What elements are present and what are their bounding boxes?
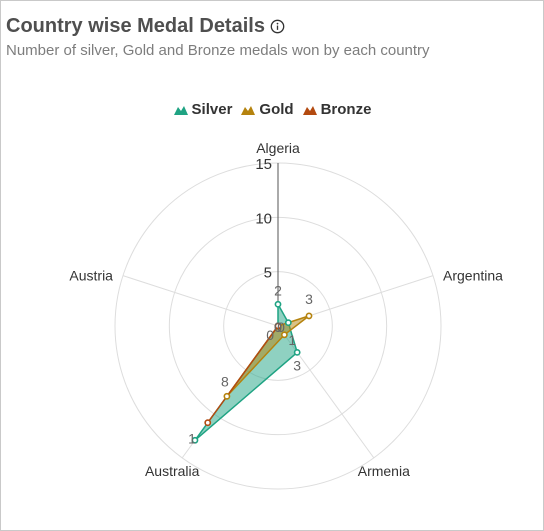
chart-header: Country wise Medal Details [6, 15, 285, 38]
category-label-algeria: Algeria [256, 140, 300, 156]
legend-label-gold: Gold [259, 101, 294, 118]
chart-title: Country wise Medal Details [6, 15, 265, 37]
r-tick-label-10: 10 [255, 210, 272, 227]
data-label-gold-armenia: 1 [288, 332, 296, 348]
marker-silver-argentina [284, 319, 292, 327]
legend-item-gold[interactable]: Gold [240, 101, 294, 118]
legend-item-silver[interactable]: Silver [173, 101, 233, 118]
marker-bronze-austria [274, 322, 282, 330]
marker-silver-armenia [293, 348, 301, 356]
chart-subtitle: Number of silver, Gold and Bronze medals… [6, 42, 430, 59]
category-label-argentina: Argentina [443, 268, 503, 284]
spoke-austria [122, 275, 279, 327]
category-label-armenia: Armenia [358, 463, 410, 479]
data-label-silver-algeria: 2 [274, 282, 282, 298]
marker-silver-algeria [274, 300, 282, 308]
r-tick-label-5: 5 [264, 265, 272, 282]
data-label-gold-algeria: 0 [274, 319, 282, 335]
data-label-silver-australia: 1 [188, 430, 196, 446]
data-label-bronze-austria: 0 [277, 319, 285, 335]
chart-legend: Silver Gold Bronze [1, 101, 543, 118]
category-label-australia: Australia [145, 463, 200, 479]
marker-silver-australia [191, 436, 199, 444]
marker-gold-argentina [305, 312, 313, 320]
data-label-silver-armenia: 3 [293, 357, 301, 373]
legend-marker-bronze [302, 105, 317, 115]
legend-marker-silver [173, 105, 188, 115]
legend-label-bronze: Bronze [320, 101, 372, 118]
legend-item-bronze[interactable]: Bronze [302, 101, 372, 118]
r-tick-label-15: 15 [255, 156, 272, 173]
data-label-gold-australia: 8 [221, 373, 229, 389]
marker-bronze-australia [204, 419, 212, 427]
legend-label-silver: Silver [191, 101, 233, 118]
data-label-bronze-armenia: 0 [266, 327, 274, 343]
marker-gold-armenia [280, 331, 288, 339]
data-label-gold-argentina: 3 [305, 291, 313, 307]
category-label-austria: Austria [69, 268, 113, 284]
data-label-gold-austria: 0 [274, 319, 282, 335]
legend-marker-gold [241, 105, 256, 115]
marker-gold-australia [223, 392, 231, 400]
info-icon[interactable] [270, 19, 285, 34]
